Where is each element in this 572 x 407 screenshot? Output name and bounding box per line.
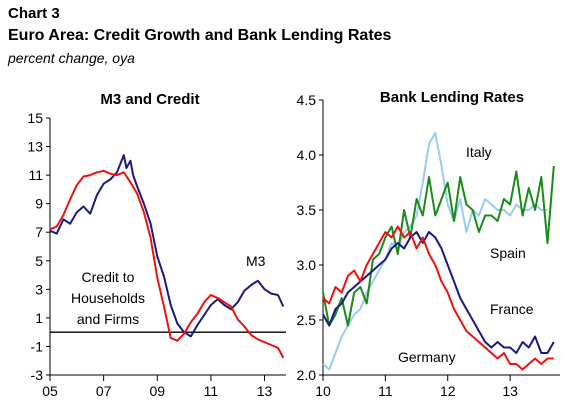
bank-lending-rates-panel: Bank Lending Rates 4.5 4.0 3.5 3.0 2.5 2.0 10… bbox=[297, 89, 560, 399]
y-tick-label: 9 bbox=[35, 196, 43, 212]
series-line-credit-to-households-and-firms bbox=[49, 169, 285, 359]
credit-label-line1: Credit to bbox=[82, 269, 135, 285]
credit-label-line3: and Firms bbox=[77, 311, 139, 327]
y-tick-label: 4.0 bbox=[297, 147, 317, 163]
x-tick-label: 12 bbox=[440, 383, 456, 399]
panel-title-bank-lending-rates: Bank Lending Rates bbox=[380, 89, 524, 106]
y-tick-label: 13 bbox=[27, 139, 43, 155]
series-line-spain bbox=[322, 165, 555, 327]
germany-label: Germany bbox=[398, 349, 456, 365]
m3-credit-panel: M3 and Credit 15 13 11 9 7 5 3 1 -1 -3 05 07 09 11 13… bbox=[27, 91, 286, 399]
x-tick-label: 09 bbox=[149, 383, 165, 399]
y-tick-label: 4.5 bbox=[297, 92, 317, 108]
x-tick-label: 07 bbox=[96, 383, 112, 399]
x-tick-label: 13 bbox=[257, 383, 273, 399]
series-line-m3 bbox=[49, 154, 285, 338]
y-tick-label: 11 bbox=[28, 167, 43, 183]
panel-title-m3-credit: M3 and Credit bbox=[100, 91, 199, 108]
italy-label: Italy bbox=[466, 144, 492, 160]
x-tick-label: 11 bbox=[204, 383, 219, 399]
y-tick-label: 5 bbox=[35, 253, 43, 269]
chart-subtitle: percent change, oya bbox=[8, 50, 135, 66]
x-tick-label: 11 bbox=[378, 383, 393, 399]
x-tick-label: 05 bbox=[42, 383, 58, 399]
y-tick-label: 3.5 bbox=[297, 202, 317, 218]
series-line-germany bbox=[322, 225, 554, 371]
y-tick-label: -1 bbox=[31, 338, 44, 354]
m3-label: M3 bbox=[246, 253, 266, 269]
france-label: France bbox=[490, 301, 534, 317]
x-tick-label: 10 bbox=[315, 383, 331, 399]
spain-label: Spain bbox=[490, 245, 526, 261]
chart-number: Chart 3 bbox=[8, 5, 60, 22]
y-tick-label: -3 bbox=[31, 367, 44, 383]
x-tick-label: 13 bbox=[502, 383, 518, 399]
y-tick-label: 3 bbox=[35, 281, 43, 297]
y-tick-label: 3.0 bbox=[297, 257, 317, 273]
y-tick-label: 1 bbox=[35, 310, 43, 326]
y-tick-label: 15 bbox=[27, 110, 43, 126]
series-line-italy bbox=[322, 132, 548, 371]
y-tick-label: 2.5 bbox=[297, 312, 317, 328]
y-tick-label: 2.0 bbox=[297, 367, 317, 383]
credit-label-line2: Households bbox=[71, 290, 145, 306]
chart-title: Euro Area: Credit Growth and Bank Lendin… bbox=[8, 27, 392, 44]
y-tick-label: 7 bbox=[35, 224, 43, 240]
